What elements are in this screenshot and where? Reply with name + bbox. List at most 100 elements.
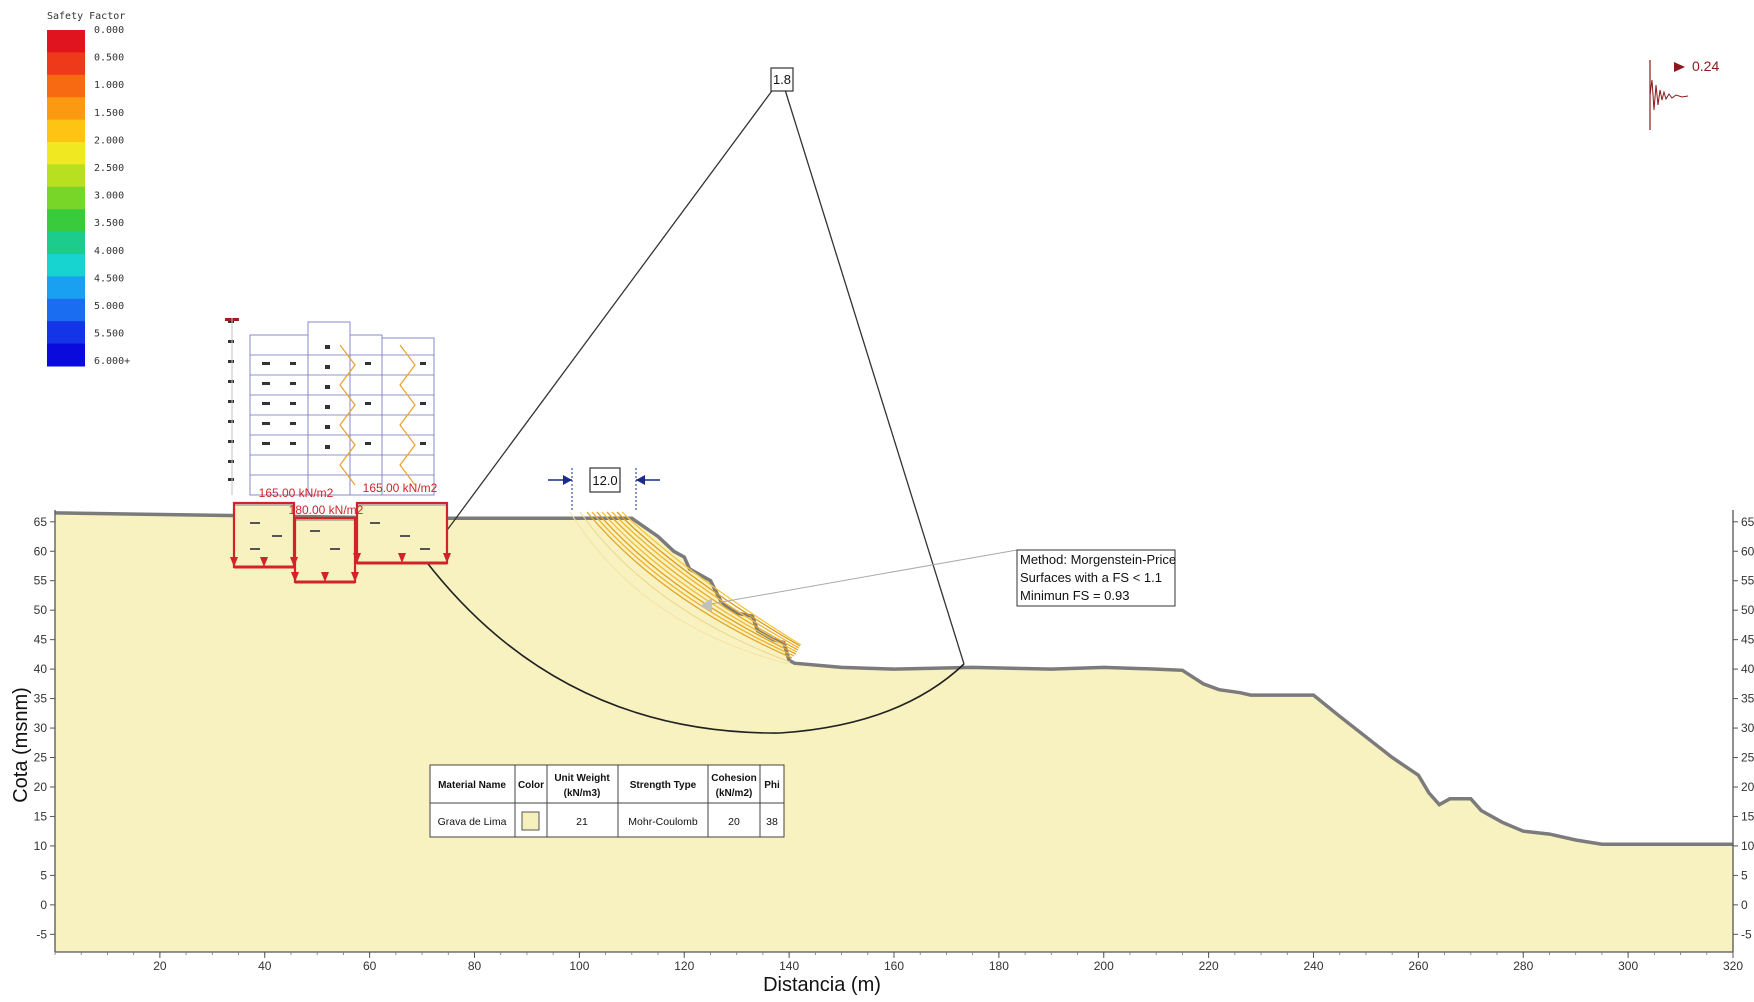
legend-label: 0.500 <box>94 53 124 64</box>
y-tick-label: 10 <box>1741 839 1754 853</box>
table-header-strength-type: Strength Type <box>630 780 697 791</box>
y-tick-label: 5 <box>1741 868 1748 882</box>
y-tick-label: -5 <box>36 927 47 941</box>
y-tick-label: 55 <box>34 574 48 588</box>
table-header-unit-weight: Unit Weight <box>554 773 610 784</box>
y-tick-label: -5 <box>1741 927 1752 941</box>
legend-swatch <box>47 231 85 255</box>
analysis-info-box: Method: Morgenstein-Price Surfaces with … <box>1016 549 1176 607</box>
y-tick-label: 15 <box>1741 809 1754 823</box>
ground-surface-line <box>54 511 1733 846</box>
tension-crack-marker: 12.0 <box>548 467 660 510</box>
x-tick-label: 280 <box>1513 959 1533 973</box>
table-cell-unit-weight: 21 <box>576 816 588 828</box>
table-header-color: Color <box>518 780 544 791</box>
x-tick-label: 260 <box>1408 959 1428 973</box>
x-tick-label: 160 <box>884 959 904 973</box>
legend-label: 2.000 <box>94 135 124 146</box>
seismic-coefficient-label: 0.24 <box>1692 58 1719 74</box>
legend-label: 1.000 <box>94 80 124 91</box>
legend-swatch <box>47 52 85 76</box>
legend-swatch <box>47 276 85 300</box>
legend-label: 3.000 <box>94 191 124 202</box>
slip-center-label: 1.8 <box>773 72 791 87</box>
x-tick-label: 100 <box>569 959 589 973</box>
x-axis-title: Distancia (m) <box>763 974 881 996</box>
x-tick-label: 180 <box>989 959 1009 973</box>
y-tick-label: 50 <box>34 603 48 617</box>
legend-swatch <box>47 97 85 121</box>
y-tick-label: 25 <box>34 751 48 765</box>
x-tick-label: 220 <box>1199 959 1219 973</box>
load-arrows <box>230 553 451 582</box>
y-tick-label: 0 <box>40 898 47 912</box>
radius-line-right <box>781 79 965 665</box>
slip-surfaces <box>569 511 802 665</box>
table-header-phi: Phi <box>764 780 780 791</box>
analysis-min-fs-text: Minimun FS = 0.93 <box>1020 588 1129 603</box>
x-tick-label: 300 <box>1618 959 1638 973</box>
x-tick-label: 200 <box>1094 959 1114 973</box>
legend-swatch <box>47 343 85 367</box>
x-tick-label: 120 <box>674 959 694 973</box>
legend-swatch <box>47 254 85 277</box>
legend-swatch <box>47 119 85 143</box>
legend-title: Safety Factor <box>47 11 125 22</box>
legend-swatch <box>47 321 85 345</box>
x-tick-label: 140 <box>779 959 799 973</box>
y-tick-label: 45 <box>34 633 48 647</box>
load-label-center: 180.00 kN/m2 <box>289 503 364 517</box>
y-tick-label: 30 <box>1741 721 1754 735</box>
x-tick-label: 20 <box>153 959 167 973</box>
y-tick-label: 20 <box>1741 780 1754 794</box>
load-label-left: 165.00 kN/m2 <box>259 486 334 500</box>
y-tick-label: 65 <box>34 515 48 529</box>
slip-center-marker: 1.8 <box>770 67 794 92</box>
legend-label: 5.500 <box>94 329 124 340</box>
table-header-material-name: Material Name <box>438 780 506 791</box>
legend-label: 1.500 <box>94 108 124 119</box>
table-cell-strength-type: Mohr-Coulomb <box>628 816 698 828</box>
y-tick-label: 5 <box>40 868 47 882</box>
y-tick-label: 60 <box>34 544 48 558</box>
legend-swatch <box>47 164 85 188</box>
x-tick-label: 80 <box>468 959 482 973</box>
legend-swatch <box>47 30 85 53</box>
legend-swatch <box>47 142 85 165</box>
critical-slip-circle <box>424 559 965 734</box>
y-tick-label: 65 <box>1741 515 1754 529</box>
info-box-leader <box>704 549 1018 606</box>
tension-crack-label: 12.0 <box>592 473 617 488</box>
y-tick-label: 30 <box>34 721 48 735</box>
legend-label: 4.000 <box>94 246 124 257</box>
table-header-cohesion: Cohesion <box>711 773 757 784</box>
x-tick-label: 40 <box>258 959 272 973</box>
seismic-load-icon <box>1649 60 1689 130</box>
legend-swatch <box>47 74 85 98</box>
y-tick-label: 15 <box>34 809 48 823</box>
table-cell-color-swatch <box>521 811 540 831</box>
table-cell-phi: 38 <box>766 816 778 828</box>
plot-axes: 20 40 60 80 100 120 140 160 180 200 220 240 260 280 30… <box>34 510 1754 973</box>
x-tick-label: 60 <box>363 959 377 973</box>
y-tick-label: 60 <box>1741 544 1754 558</box>
legend-label: 5.000 <box>94 301 124 312</box>
legend-label: 4.500 <box>94 273 124 284</box>
y-tick-label: 55 <box>1741 574 1754 588</box>
legend-swatch <box>47 186 85 210</box>
y-tick-label: 20 <box>34 780 48 794</box>
legend-swatch <box>47 209 85 233</box>
x-tick-label: 320 <box>1723 959 1743 973</box>
y-tick-label: 40 <box>1741 662 1754 676</box>
legend-label: 3.500 <box>94 218 124 229</box>
building-drawing <box>225 318 448 583</box>
y-axis-title: Cota (msnm) <box>10 687 32 803</box>
legend-label: 6.000+ <box>94 356 130 367</box>
table-cell-material-name: Grava de Lima <box>438 816 507 828</box>
table-header-unit-weight-units: (kN/m3) <box>564 788 601 799</box>
y-tick-label: 35 <box>1741 692 1754 706</box>
y-tick-label: 10 <box>34 839 48 853</box>
y-tick-label: 50 <box>1741 603 1754 617</box>
y-tick-label: 40 <box>34 662 48 676</box>
